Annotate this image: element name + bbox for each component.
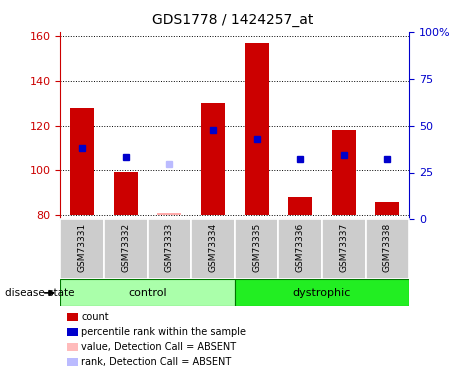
Bar [60,219,104,279]
Text: percentile rank within the sample: percentile rank within the sample [81,327,246,337]
Bar [375,201,399,215]
Text: GDS1778 / 1424257_at: GDS1778 / 1424257_at [152,13,313,27]
Text: GSM73333: GSM73333 [165,222,174,272]
Text: GSM73334: GSM73334 [208,222,218,272]
Bar [279,219,322,279]
Text: GSM73335: GSM73335 [252,222,261,272]
Text: control: control [128,288,167,297]
Bar [114,172,138,215]
Text: GSM73331: GSM73331 [78,222,87,272]
Bar [322,219,365,279]
Text: dystrophic: dystrophic [293,288,351,297]
Text: rank, Detection Call = ABSENT: rank, Detection Call = ABSENT [81,357,232,367]
Bar [332,130,356,215]
Bar [191,219,235,279]
Text: value, Detection Call = ABSENT: value, Detection Call = ABSENT [81,342,237,352]
Bar [158,213,181,215]
Bar [288,197,312,215]
Text: GSM73337: GSM73337 [339,222,348,272]
Bar [104,219,147,279]
Bar [245,43,269,215]
Bar [235,219,279,279]
Bar [148,219,191,279]
Text: count: count [81,312,109,322]
Text: GSM73332: GSM73332 [121,222,130,272]
Bar [70,108,94,215]
Bar [365,219,409,279]
Bar [201,103,225,215]
Text: GSM73336: GSM73336 [296,222,305,272]
Text: GSM73338: GSM73338 [383,222,392,272]
Text: disease state: disease state [5,288,74,298]
Bar [235,279,409,306]
Bar [60,279,235,306]
